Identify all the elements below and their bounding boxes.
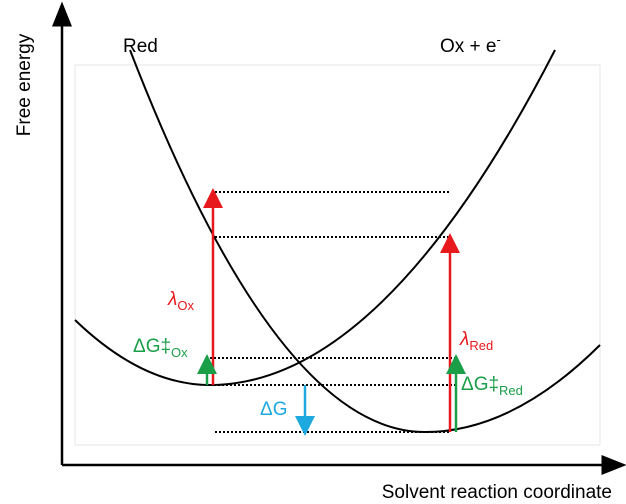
ox-curve [129, 49, 601, 434]
dg-label: ΔG [260, 399, 287, 420]
lambda-red-label: λRed [459, 329, 493, 353]
y-axis-label: Free energy [14, 33, 35, 136]
frame [74, 64, 601, 446]
dotted-levels [210, 191, 455, 433]
dg-ox-label: ΔG‡Ox [133, 336, 188, 360]
lambda-ox-label: λOx [167, 289, 194, 313]
ox-label: Ox + e- [440, 32, 501, 57]
x-axis-label: Solvent reaction coordinate [382, 482, 612, 503]
red-label: Red [123, 36, 158, 57]
red-curve [74, 49, 556, 387]
dg-red-label: ΔG‡Red [461, 374, 523, 398]
